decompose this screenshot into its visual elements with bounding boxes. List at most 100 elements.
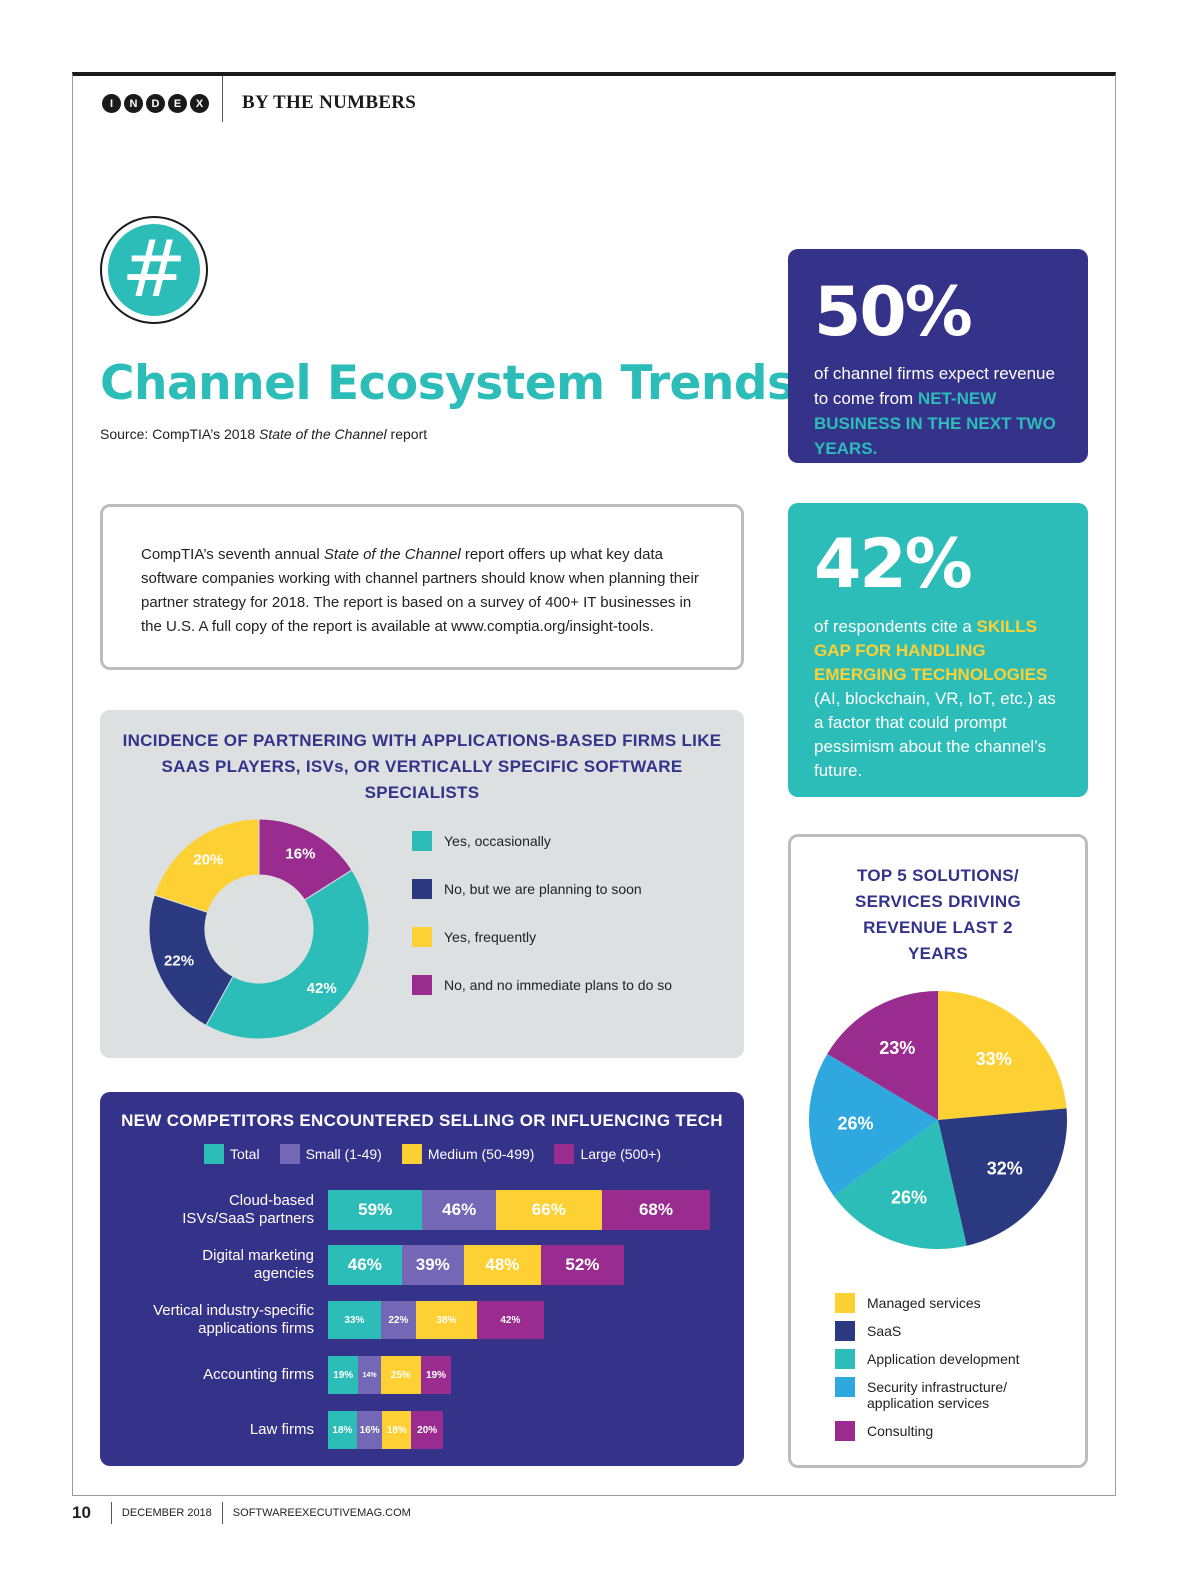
intro-report-name: State of the Channel: [323, 546, 461, 563]
page-frame: [72, 72, 1116, 1496]
bar-chart-title: NEW COMPETITORS ENCOUNTERED SELLING OR I…: [121, 1111, 723, 1130]
legend-swatch: [279, 1144, 300, 1164]
bar-chart-panel: NEW COMPETITORS ENCOUNTERED SELLING OR I…: [100, 1092, 744, 1466]
bar-segment: 46%: [422, 1190, 496, 1230]
stat-card-revenue: 50% of channel firms expect revenue to c…: [788, 249, 1088, 463]
bar-category-label-line: Vertical industry-specific: [153, 1302, 314, 1319]
legend-label: Consulting: [867, 1423, 934, 1439]
pie-slice: [827, 991, 938, 1120]
legend-item: Application development: [835, 1349, 1020, 1369]
hash-badge: #: [100, 216, 208, 324]
pie-slice-label: 33%: [976, 1049, 1012, 1069]
stat-value: 50%: [814, 273, 973, 352]
donut-slice-label: 42%: [307, 980, 337, 997]
bar-category-label: Vertical industry-specific applications f…: [153, 1302, 314, 1338]
bar-category-label: Law firms: [250, 1421, 314, 1439]
bar-category-label: Accounting firms: [203, 1366, 314, 1384]
bar-segment: 25%: [380, 1356, 421, 1394]
index-logo: I N D E X: [102, 94, 209, 113]
index-letter: N: [124, 94, 143, 113]
bar-segment: 22%: [380, 1301, 416, 1339]
pie-chart-panel: TOP 5 SOLUTIONS/ SERVICES DRIVING REVENU…: [788, 834, 1088, 1468]
legend-item: Consulting: [835, 1421, 933, 1441]
stat-highlight: NET-NEW BUSINESS IN THE NEXT TWO YEARS.: [814, 389, 1056, 458]
bar-category-label: Digital marketing agencies: [202, 1247, 314, 1283]
donut-slice-label: 16%: [285, 846, 315, 863]
pie-slice-label: 26%: [838, 1114, 874, 1134]
bar-segment: 14%: [358, 1356, 381, 1394]
pie-slice: [938, 991, 1067, 1120]
pie-chart: 33% 32% 26% 26% 23%: [809, 991, 1067, 1249]
bar-segment: 20%: [411, 1411, 444, 1449]
bar-category-label-line: Digital marketing: [202, 1247, 314, 1264]
bar-category-label-line: Law firms: [249, 1421, 314, 1438]
footer-date: DECEMBER 2018: [121, 1507, 212, 1519]
stat-text-plain: of channel firms expect revenue to come …: [814, 364, 1055, 408]
source-suffix: report: [386, 426, 428, 442]
intro-text: CompTIA’s seventh annual State of the Ch…: [141, 543, 703, 639]
legend-swatch: [412, 975, 432, 995]
intro-part1: CompTIA’s seventh annual: [141, 546, 324, 563]
source-line: Source: CompTIA’s 2018 State of the Chan…: [100, 426, 427, 442]
legend-swatch: [835, 1421, 855, 1441]
stat-value: 42%: [814, 525, 973, 604]
pie-slice: [809, 1053, 938, 1196]
intro-box: CompTIA’s seventh annual State of the Ch…: [100, 504, 744, 670]
stat-text: of respondents cite a SKILLS GAP FOR HAN…: [814, 615, 1062, 783]
bar-segment: 42%: [476, 1301, 544, 1339]
legend-item: Total: [204, 1144, 260, 1164]
legend-label: Yes, frequently: [444, 929, 537, 945]
donut-chart-panel: INCIDENCE OF PARTNERING WITH APPLICATION…: [100, 710, 744, 1058]
legend-swatch: [835, 1377, 855, 1397]
donut-slice: [148, 894, 234, 1027]
legend-label: Managed services: [867, 1295, 981, 1311]
legend-label: Total: [230, 1146, 260, 1162]
donut-slice-label: 22%: [164, 953, 194, 970]
donut-chart-title: INCIDENCE OF PARTNERING WITH APPLICATION…: [122, 731, 722, 802]
bar-segment: 33%: [328, 1301, 381, 1339]
bar-segment: 18%: [328, 1411, 357, 1449]
legend-item: No, and no immediate plans to do so: [412, 975, 672, 995]
stat-text: of channel firms expect revenue to come …: [814, 361, 1062, 461]
donut-slice-label: 20%: [193, 851, 223, 868]
pie-slice: [833, 1120, 967, 1249]
stat-highlight: SKILLS GAP FOR HANDLING EMERGING TECHNOL…: [814, 617, 1048, 684]
legend-label: No, but we are planning to soon: [444, 881, 642, 897]
legend-item: Managed services: [835, 1293, 981, 1313]
legend-label: Security infrastructure/ application ser…: [867, 1379, 1008, 1411]
footer-divider: [221, 1502, 223, 1524]
bar-segment: 52%: [540, 1245, 624, 1285]
bar-segment: 18%: [382, 1411, 412, 1449]
legend-label: Application development: [867, 1351, 1020, 1367]
legend-swatch: [554, 1144, 575, 1164]
index-letter: E: [168, 94, 187, 113]
footer-site: SOFTWAREEXECUTIVEMAG.COM: [232, 1507, 411, 1519]
legend-label: Yes, occasionally: [444, 833, 551, 849]
bar-category-label-line: ISVs/SaaS partners: [182, 1210, 314, 1227]
index-letter: X: [190, 94, 209, 113]
bar-category-label-line: Accounting firms: [203, 1366, 314, 1383]
bar-category-label: Cloud-based ISVs/SaaS partners: [182, 1192, 314, 1228]
bar-category-label-line: applications firms: [198, 1320, 314, 1337]
stat-text-after: (AI, blockchain, VR, IoT, etc.) as a fac…: [814, 689, 1056, 780]
legend-swatch: [401, 1144, 422, 1164]
section-title: BY THE NUMBERS: [242, 92, 417, 113]
hash-icon: #: [108, 224, 200, 316]
bar-segment: 48%: [464, 1245, 541, 1285]
bar-segment: 59%: [328, 1190, 423, 1230]
bar-segment: 46%: [328, 1245, 402, 1285]
legend-item: SaaS: [835, 1321, 901, 1341]
legend-label: Medium (50-499): [427, 1146, 535, 1162]
index-letter: D: [146, 94, 165, 113]
legend-label: No, and no immediate plans to do so: [444, 977, 673, 993]
footer: 10 DECEMBER 2018 SOFTWAREEXECUTIVEMAG.CO…: [72, 1502, 411, 1524]
legend-swatch: [835, 1293, 855, 1313]
intro-part2: report offers up what key data software …: [141, 546, 699, 635]
bar-category-label-line: Cloud-based: [228, 1192, 314, 1209]
header-divider: [222, 76, 223, 122]
bar-segment: 68%: [601, 1190, 711, 1230]
legend-swatch: [835, 1349, 855, 1369]
legend-item: Large (500+): [554, 1144, 661, 1164]
index-letter: I: [102, 94, 121, 113]
legend-item: Security infrastructure/ application ser…: [835, 1377, 1037, 1411]
